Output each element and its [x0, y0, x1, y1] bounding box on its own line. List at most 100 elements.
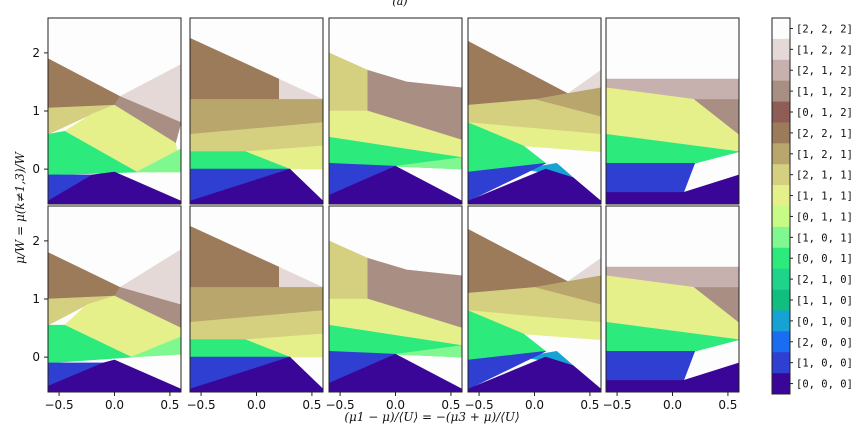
- colorbar-swatch: [772, 226, 790, 249]
- colorbar-swatch: [772, 18, 790, 40]
- phase-region: [606, 174, 739, 204]
- colorbar-swatch: [772, 164, 790, 186]
- colorbar-swatch: [772, 331, 790, 353]
- phase-region: [468, 168, 601, 204]
- phase-region: [693, 287, 739, 323]
- x-tick-label: 0.0: [525, 398, 544, 412]
- x-tick-label: 0.0: [663, 398, 682, 412]
- x-tick-label: 0.5: [580, 398, 599, 412]
- x-tick-label: −0.5: [326, 398, 355, 412]
- phase-region: [367, 69, 462, 141]
- axis-ticks: 0 1 2 0 1 2 −0.5 0.0 0.5 −0.5 0.0 0.5 −0.5 0.0 0.5 −0.5…: [32, 46, 737, 412]
- phase-panel: [606, 18, 739, 204]
- x-tick-label: −0.5: [465, 398, 494, 412]
- y-tick-label: 2: [32, 46, 40, 60]
- colorbar-label: [0, 1, 2]: [796, 107, 853, 119]
- colorbar-label: [2, 0, 0]: [796, 337, 853, 349]
- colorbar-label: [1, 0, 1]: [796, 232, 853, 244]
- phase-region: [395, 345, 462, 358]
- phase-region: [190, 206, 323, 288]
- phase-panel: [48, 206, 181, 392]
- colorbar-label: [2, 2, 2]: [796, 23, 853, 35]
- phase-region: [190, 287, 323, 323]
- y-tick-label: 1: [32, 104, 40, 118]
- y-tick-label: 0: [32, 350, 40, 364]
- colorbar-swatch: [772, 185, 790, 207]
- phase-region: [329, 324, 462, 358]
- panel-frame: [467, 17, 602, 205]
- phase-region: [329, 165, 462, 204]
- phase-region: [329, 136, 462, 170]
- phase-region: [693, 99, 739, 135]
- colorbar-swatch: [772, 143, 790, 165]
- colorbar-swatch: [772, 352, 790, 374]
- colorbar-swatch: [772, 38, 790, 61]
- colorbar-swatch: [772, 373, 790, 395]
- phase-region: [468, 287, 601, 323]
- x-tick-label: 0.0: [386, 398, 405, 412]
- x-tick-label: 0.5: [302, 398, 321, 412]
- phase-region: [136, 148, 181, 173]
- phase-region: [606, 362, 739, 392]
- phase-region: [48, 130, 138, 176]
- colorbar-label: [1, 1, 0]: [796, 295, 853, 307]
- phase-region: [48, 359, 181, 392]
- phase-panel: [468, 206, 601, 392]
- colorbar-label: [0, 0, 0]: [796, 379, 853, 391]
- phase-region: [606, 163, 696, 193]
- colorbar-label: [0, 1, 1]: [796, 211, 853, 223]
- phase-region: [468, 351, 546, 390]
- phase-region: [190, 99, 323, 135]
- colorbar-label: [2, 1, 0]: [796, 274, 853, 286]
- colorbar-swatch: [772, 247, 790, 269]
- x-tick-label: 0.5: [718, 398, 737, 412]
- colorbar-swatch: [772, 59, 790, 81]
- phase-region: [329, 353, 462, 392]
- colorbar-label: [1, 0, 0]: [796, 358, 853, 370]
- x-axis-label: (μ1 − μ)/⟨U⟩ = −(μ3 + μ)/⟨U⟩: [344, 410, 519, 424]
- y-tick-label: 0: [32, 162, 40, 176]
- phase-panel: [48, 18, 181, 204]
- colorbar-swatch: [772, 80, 790, 102]
- y-axis-label: μ/W = μ(k≠1,3)/W: [13, 150, 27, 263]
- colorbar-swatch: [772, 268, 790, 290]
- colorbar-label: [2, 1, 2]: [796, 65, 853, 77]
- phase-region: [468, 163, 546, 202]
- phase-panel: [190, 18, 323, 204]
- colorbar-label: [1, 2, 1]: [796, 149, 853, 161]
- colorbar-label: [1, 2, 2]: [796, 44, 853, 56]
- colorbar: [2, 2, 2] [1, 2, 2] [2, 1, 2] [1, 1, 2] [0, …: [771, 17, 853, 395]
- phase-region: [606, 350, 696, 381]
- phase-panel: [329, 18, 462, 204]
- colorbar-label: [1, 1, 1]: [796, 191, 853, 203]
- phase-region: [329, 298, 462, 346]
- phase-region: [48, 171, 181, 204]
- phase-panel: [606, 206, 739, 392]
- phase-region: [48, 324, 133, 364]
- phase-region: [190, 18, 323, 100]
- panel-frame: [605, 17, 740, 205]
- phase-region: [606, 18, 739, 80]
- phase-region: [468, 99, 601, 135]
- colorbar-swatch: [772, 310, 790, 332]
- phase-region: [329, 110, 462, 158]
- phase-region: [606, 206, 739, 268]
- phase-region: [190, 168, 323, 204]
- colorbar-label: [2, 2, 1]: [796, 128, 853, 140]
- x-tick-label: −0.5: [187, 398, 216, 412]
- colorbar-frame: [771, 17, 791, 395]
- colorbar-label: [0, 1, 0]: [796, 316, 853, 328]
- phase-panel: [329, 206, 462, 392]
- subfigure-label: (a): [392, 0, 407, 8]
- y-tick-label: 2: [32, 234, 40, 248]
- phase-panel: [190, 206, 323, 392]
- x-tick-label: −0.5: [603, 398, 632, 412]
- phase-region: [130, 336, 181, 358]
- colorbar-label: [0, 0, 1]: [796, 253, 853, 265]
- colorbar-swatch: [772, 206, 790, 228]
- phase-region: [367, 257, 462, 329]
- colorbar-swatch: [772, 122, 790, 144]
- phase-region: [468, 356, 601, 392]
- phase-region: [395, 157, 462, 170]
